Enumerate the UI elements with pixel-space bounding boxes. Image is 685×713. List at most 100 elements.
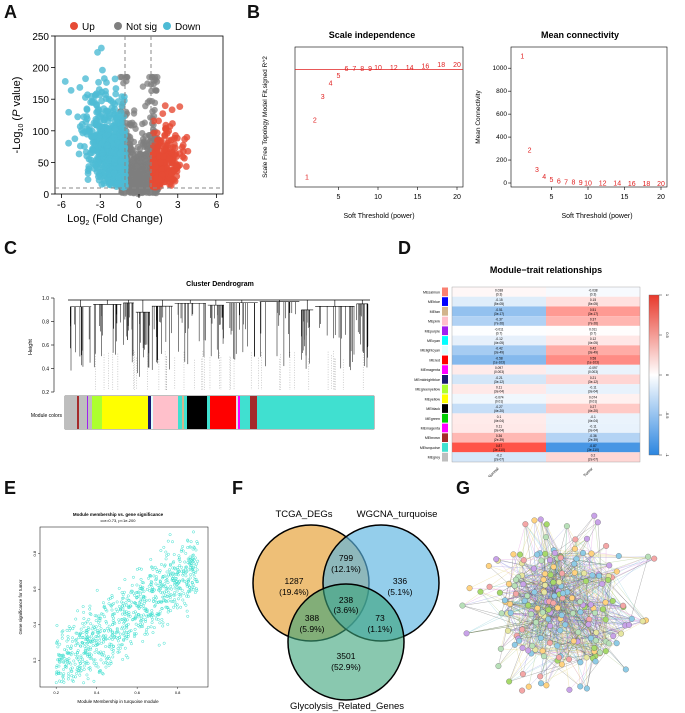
heatmap-cell-pvalue: (0.7)	[590, 331, 597, 335]
mm-gs-point	[178, 579, 182, 583]
mm-gs-point	[192, 570, 196, 574]
network-node	[506, 678, 513, 685]
network-node	[602, 616, 609, 623]
mm-gs-point	[73, 662, 77, 666]
mm-gs-point	[63, 648, 67, 652]
mm-gs-point	[134, 612, 138, 616]
mm-gs-point	[79, 627, 83, 631]
mm-gs-point	[121, 625, 124, 629]
heatmap-legend-ticks: 1 0.5 0 -0.5 -1	[659, 294, 670, 458]
mm-gs-point	[159, 549, 163, 553]
mm-gs-point	[55, 664, 59, 668]
mm-gs-point	[58, 642, 62, 646]
mm-gs-point	[147, 598, 151, 602]
network-node	[562, 621, 569, 628]
network-node	[554, 642, 561, 649]
network-node	[541, 589, 548, 596]
network-node	[585, 621, 592, 628]
module-color-segment	[178, 396, 182, 429]
mm-gs-point	[181, 598, 185, 602]
mm-gs-point	[124, 618, 128, 622]
mm-gs-point	[173, 566, 176, 570]
mm-gs-point	[166, 610, 170, 614]
network-node	[530, 565, 537, 572]
volcano-point-down	[88, 97, 96, 105]
network-edge	[509, 625, 626, 682]
volcano-point-down	[116, 150, 124, 157]
mm-gs-point	[117, 650, 121, 654]
mean-conn-point-label: 5	[550, 177, 554, 184]
mm-gs-point	[65, 639, 69, 643]
volcano-point-up	[181, 135, 189, 143]
mm-gs-point	[172, 579, 176, 582]
heatmap-legend-tick-label: -0.5	[665, 412, 670, 420]
mm-gs-point	[140, 590, 144, 594]
mm-gs-point	[109, 635, 113, 639]
module-color-segment	[240, 396, 250, 429]
panel-letter-c: C	[4, 238, 17, 258]
network-edge	[544, 573, 613, 602]
heatmap-cell-value: 0.27	[590, 405, 596, 409]
scale-free-point-label: 16	[422, 64, 430, 71]
heatmap-row-label: MEturquoise	[420, 446, 440, 450]
mm-gs-point	[186, 589, 190, 593]
heatmap-cell-pvalue: (3e-49)	[494, 351, 504, 355]
mm-gs-point	[62, 668, 66, 671]
heatmap-cell	[546, 316, 640, 326]
volcano-point-down	[100, 75, 108, 82]
network-edges	[462, 515, 655, 690]
volcano-point-down	[104, 156, 112, 164]
network-node	[602, 599, 609, 606]
volcano-point-down	[84, 176, 92, 184]
mm-gs-point	[132, 632, 136, 635]
mm-gs-point	[161, 591, 164, 595]
scale-free-point-label: 3	[321, 94, 325, 101]
mm-gs-point	[97, 620, 100, 624]
mm-gs-point	[194, 570, 198, 574]
volcano-point-up	[155, 176, 163, 184]
mm-gs-point	[87, 648, 91, 651]
heatmap-cell-value: -0.27	[495, 405, 502, 409]
mm-gs-point	[118, 646, 122, 650]
volcano-point-up	[150, 117, 158, 125]
mm-gs-point	[116, 609, 119, 613]
mm-gs-point	[194, 548, 198, 552]
mm-gs-point	[138, 625, 142, 629]
heatmap-cell-pvalue: (0.7)	[496, 331, 503, 335]
mm-gs-point	[137, 606, 141, 610]
heatmap-column-label: Tumor	[582, 466, 594, 477]
network-node	[542, 550, 549, 557]
network-edge	[521, 629, 581, 687]
venn-ab-count: 799	[339, 553, 353, 563]
network-edge	[590, 604, 624, 608]
mm-gs-yticks: 0.2 0.4 0.6 0.8	[32, 550, 40, 663]
network-edge	[591, 553, 606, 642]
mm-gs-point	[186, 595, 190, 599]
mm-gs-point	[157, 643, 161, 647]
volcano-point-up	[150, 183, 158, 191]
heatmap-row-label: MEgreen	[425, 417, 440, 421]
mm-gs-point	[180, 569, 184, 573]
network-node	[512, 576, 519, 583]
network-node	[573, 555, 580, 562]
mm-gs-point	[195, 562, 199, 566]
mm-gs-point	[160, 607, 164, 611]
venn-label-glycolysis: Glycolysis_Related_Genes	[290, 701, 404, 712]
network-edge	[534, 520, 536, 650]
network-edge	[522, 650, 529, 675]
network-node	[525, 647, 532, 654]
mean-conn-point-label: 7	[564, 179, 568, 186]
mm-gs-point	[105, 627, 109, 630]
panel-letter-b: B	[247, 2, 260, 22]
mm-gs-xtick-label: 0.8	[175, 690, 181, 695]
volcano-point-down	[118, 93, 126, 101]
mm-gs-point	[74, 643, 78, 647]
scale-free-xlabel: Soft Threshold (power)	[343, 213, 414, 220]
volcano-point-up	[166, 178, 173, 186]
mm-gs-point	[95, 588, 99, 592]
network-edge	[523, 565, 610, 585]
mm-gs-point	[104, 665, 108, 669]
venn-bc-count: 73	[375, 613, 385, 623]
mean-conn-ytick-label: 1000	[493, 65, 508, 72]
